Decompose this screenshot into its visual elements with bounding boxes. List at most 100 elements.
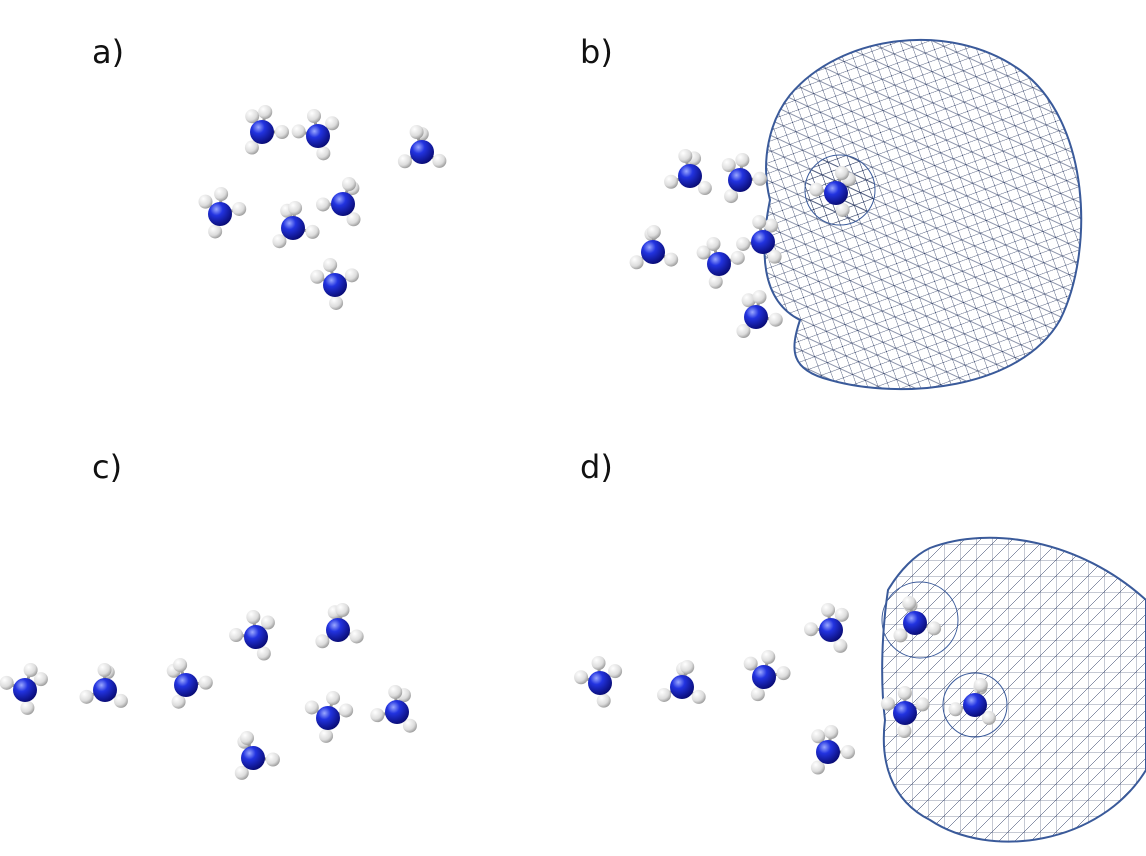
nitrogen-atom (819, 618, 843, 642)
hydrogen-atom (350, 629, 364, 643)
nitrogen-atom (174, 673, 198, 697)
hydrogen-atom (388, 685, 402, 699)
hydrogen-atom (310, 270, 324, 284)
nitrogen-atom (903, 611, 927, 635)
nitrogen-atom (678, 164, 702, 188)
hydrogen-atom (927, 621, 941, 635)
nitrogen-atom (752, 665, 776, 689)
nitrogen-atom (751, 230, 775, 254)
hydrogen-atom (198, 195, 212, 209)
hydrogen-atom (664, 253, 678, 267)
hydrogen-atom (974, 678, 988, 692)
hydrogen-atom (574, 670, 588, 684)
nitrogen-atom (323, 273, 347, 297)
hydrogen-atom (246, 610, 260, 624)
hydrogen-atom (288, 201, 302, 215)
hydrogen-atom (804, 622, 818, 636)
nitrogen-atom (331, 192, 355, 216)
nitrogen-atom (410, 140, 434, 164)
hydrogen-atom (315, 634, 329, 648)
nitrogen-atom (306, 124, 330, 148)
hydrogen-atom (410, 125, 424, 139)
nitrogen-atom (728, 168, 752, 192)
hydrogen-atom (339, 703, 353, 717)
nitrogen-atom (893, 701, 917, 725)
hydrogen-atom (777, 666, 791, 680)
hydrogen-atom (692, 690, 706, 704)
hydrogen-atom (266, 753, 280, 767)
hydrogen-atom (325, 116, 339, 130)
nitrogen-atom (13, 678, 37, 702)
hydrogen-atom (292, 124, 306, 138)
hydrogen-atom (305, 700, 319, 714)
nitrogen-atom (707, 252, 731, 276)
hydrogen-atom (214, 187, 228, 201)
nitrogen-atom (244, 625, 268, 649)
hydrogen-atom (753, 172, 767, 186)
hydrogen-atom (657, 688, 671, 702)
hydrogen-atom (258, 105, 272, 119)
molecules (0, 105, 996, 780)
hydrogen-atom (80, 690, 94, 704)
hydrogen-atom (881, 697, 895, 711)
hydrogen-atom (232, 202, 246, 216)
hydrogen-atom (335, 603, 349, 617)
hydrogen-atom (208, 224, 222, 238)
nitrogen-atom (241, 746, 265, 770)
hydrogen-atom (949, 702, 963, 716)
hydrogen-atom (114, 694, 128, 708)
nitrogen-atom (670, 675, 694, 699)
hydrogen-atom (916, 697, 930, 711)
hydrogen-atom (982, 711, 996, 725)
hydrogen-atom (751, 687, 765, 701)
nitrogen-atom (963, 693, 987, 717)
hydrogen-atom (736, 237, 750, 251)
hydrogen-atom (761, 650, 775, 664)
nitrogen-atom (316, 706, 340, 730)
hydrogen-atom (678, 149, 692, 163)
hydrogen-atom (432, 154, 446, 168)
hydrogen-atom (98, 663, 112, 677)
hydrogen-atom (709, 275, 723, 289)
hydrogen-atom (769, 313, 783, 327)
hydrogen-atom (897, 724, 911, 738)
hydrogen-atom (316, 146, 330, 160)
hydrogen-atom (735, 153, 749, 167)
nitrogen-atom (641, 240, 665, 264)
nitrogen-atom (744, 305, 768, 329)
hydrogen-atom (893, 628, 907, 642)
nitrogen-atom (385, 700, 409, 724)
hydrogen-atom (824, 725, 838, 739)
mesh-b (764, 40, 1081, 389)
hydrogen-atom (836, 203, 850, 217)
nitrogen-atom (824, 181, 848, 205)
hydrogen-atom (835, 166, 849, 180)
hydrogen-atom (329, 296, 343, 310)
hydrogen-atom (199, 676, 213, 690)
hydrogen-atom (664, 175, 678, 189)
panel-label: c) (92, 448, 122, 486)
hydrogen-atom (326, 691, 340, 705)
hydrogen-atom (0, 676, 14, 690)
hydrogen-atom (680, 660, 694, 674)
hydrogen-atom (306, 225, 320, 239)
nitrogen-atom (93, 678, 117, 702)
nitrogen-atom (208, 202, 232, 226)
hydrogen-atom (630, 255, 644, 269)
nitrogen-atom (326, 618, 350, 642)
hydrogen-atom (240, 731, 254, 745)
panel-label: a) (92, 33, 124, 71)
hydrogen-atom (731, 251, 745, 265)
hydrogen-atom (902, 596, 916, 610)
hydrogen-atom (342, 177, 356, 191)
nitrogen-atom (816, 740, 840, 764)
panel-label: b) (580, 33, 613, 71)
hydrogen-atom (647, 225, 661, 239)
hydrogen-atom (257, 647, 271, 661)
panel-label: d) (580, 448, 613, 486)
page: a) b) c) d) (() => { const data = JSON.p… (0, 0, 1146, 856)
hydrogen-atom (229, 628, 243, 642)
hydrogen-atom (608, 664, 622, 678)
hydrogen-atom (323, 258, 337, 272)
hydrogen-atom (272, 234, 286, 248)
